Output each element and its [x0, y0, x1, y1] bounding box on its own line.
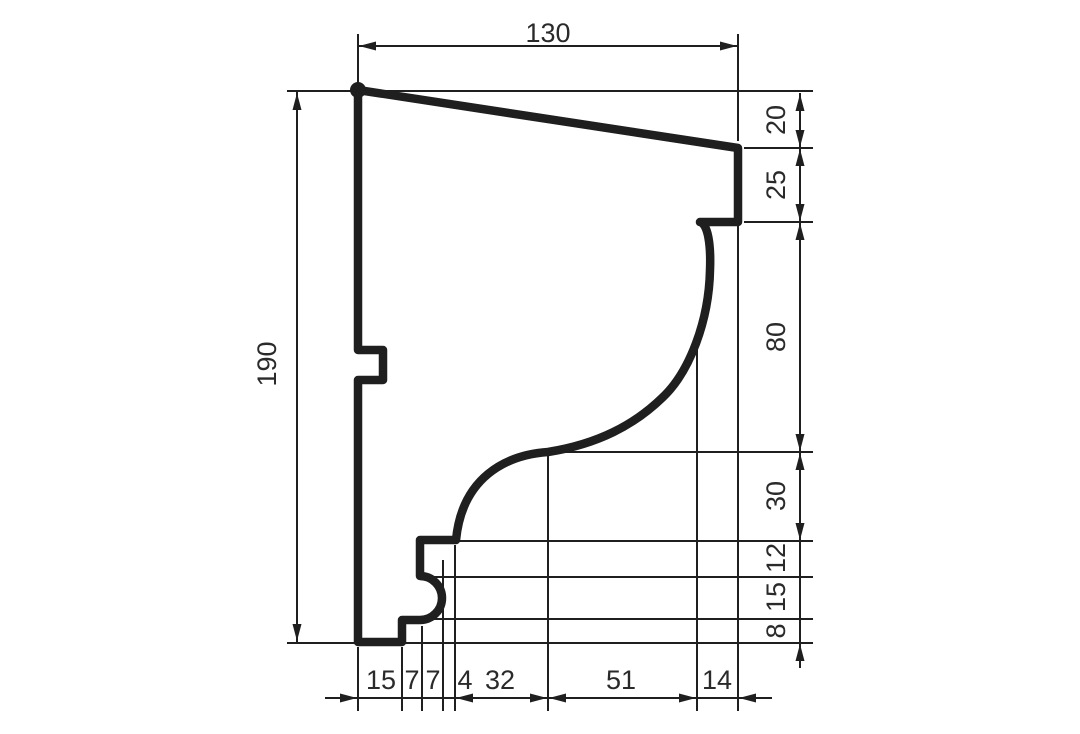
arrowhead: [530, 693, 547, 703]
profile-outline: [353, 85, 743, 647]
arrowhead: [795, 223, 805, 240]
dim-label-right-20: 20: [761, 105, 791, 135]
dim-label-right-8: 8: [761, 623, 791, 638]
arrowheads: [292, 41, 805, 703]
dim-label-right-30: 30: [761, 481, 791, 511]
dim-label-top: 130: [525, 18, 570, 48]
arrowhead: [795, 130, 805, 147]
arrowhead: [795, 644, 805, 661]
arrowhead: [795, 204, 805, 221]
arrowhead: [292, 93, 302, 110]
arrowhead: [456, 693, 473, 703]
arrowhead: [739, 693, 756, 703]
dim-label-bottom-15: 15: [366, 665, 396, 695]
dim-label-bottom-7a: 7: [404, 665, 419, 695]
arrowhead: [549, 693, 566, 703]
dim-label-bottom-4: 4: [457, 665, 472, 695]
arrowhead: [795, 434, 805, 451]
dimension-lines: [296, 45, 801, 699]
dim-label-left: 190: [252, 341, 282, 386]
arrowhead: [795, 523, 805, 540]
arrowhead: [795, 149, 805, 166]
arrowhead: [679, 693, 696, 703]
dim-label-bottom-14: 14: [702, 665, 732, 695]
arrowhead: [340, 693, 357, 703]
arrowhead: [795, 94, 805, 111]
dim-label-bottom-32: 32: [485, 665, 515, 695]
dim-label-right-15: 15: [761, 582, 791, 612]
profile-vertex-dot: [350, 82, 366, 98]
dim-label-right-25: 25: [761, 170, 791, 200]
dimension-labels: 130 190 20 25 80 30 12 15 8 15 7 7 4 32 …: [252, 18, 791, 695]
arrowhead: [795, 453, 805, 470]
arrowhead: [292, 624, 302, 641]
dim-label-bottom-7b: 7: [425, 665, 440, 695]
dim-label-right-12: 12: [761, 543, 791, 573]
dim-label-right-80: 80: [761, 322, 791, 352]
dim-label-bottom-51: 51: [606, 665, 636, 695]
arrowhead: [359, 41, 376, 51]
arrowhead: [720, 41, 737, 51]
